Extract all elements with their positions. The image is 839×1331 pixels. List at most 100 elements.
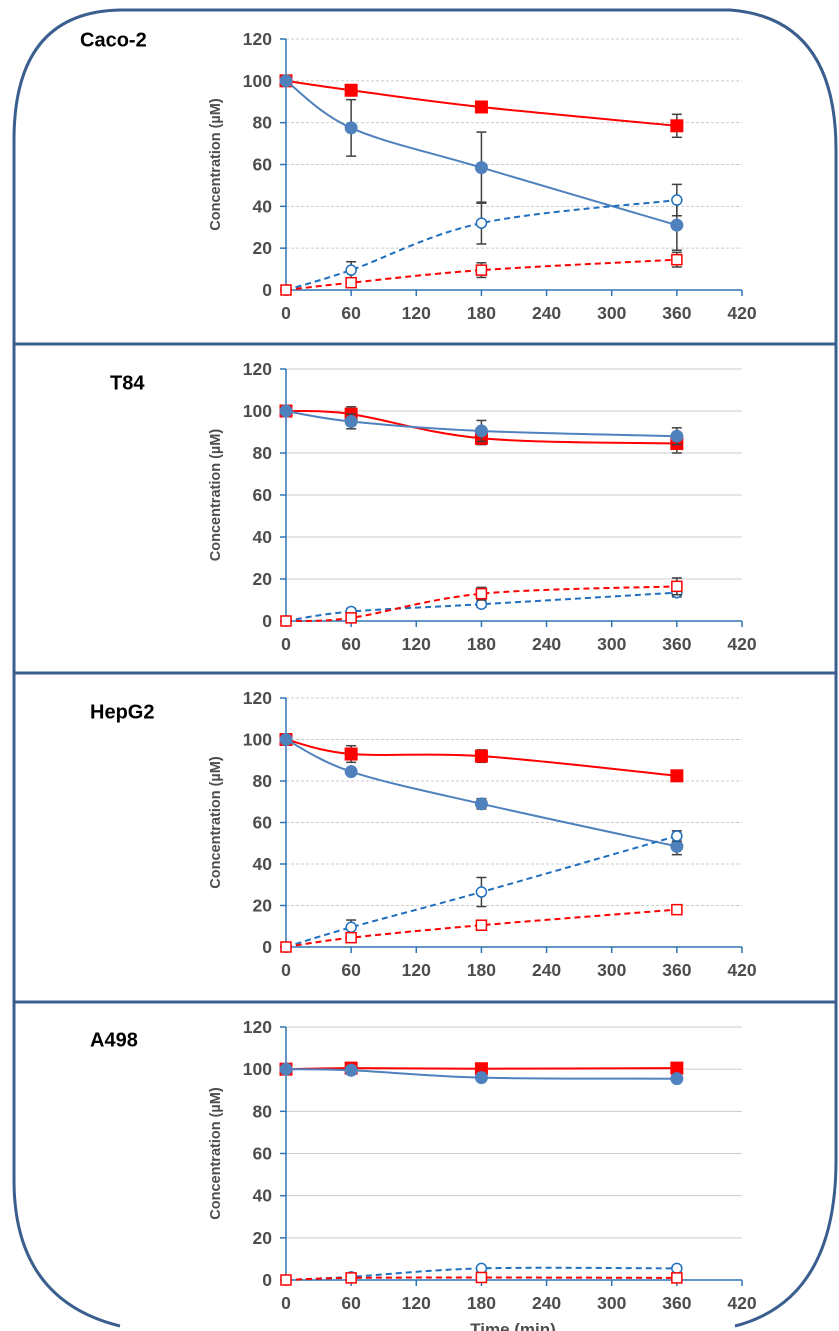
chart-panel-4: 0 20 40 60 80 100 120 0 60 120 180 240 300 360 420 A498…	[90, 1017, 757, 1331]
x-tick-label: 60	[341, 303, 361, 323]
y-tick-label: 20	[253, 896, 273, 916]
x-tick-label: 180	[467, 634, 496, 654]
series-red-dashed-open-square	[280, 577, 683, 627]
y-tick-label: 120	[243, 688, 272, 708]
data-point	[279, 1062, 293, 1076]
data-point	[474, 161, 488, 175]
y-tick-label: 120	[243, 359, 272, 379]
x-tick-label: 240	[532, 303, 561, 323]
data-point	[280, 284, 292, 296]
y-tick-label: 80	[253, 1101, 273, 1121]
y-tick-label: 40	[253, 1186, 273, 1206]
y-tick-label: 0	[262, 1270, 272, 1290]
series-line	[285, 410, 677, 438]
data-point	[344, 765, 358, 779]
x-tick-label: 420	[727, 634, 756, 654]
data-point	[671, 580, 683, 593]
x-tick-label: 0	[281, 1293, 291, 1313]
data-point	[344, 747, 358, 761]
y-tick-label: 20	[253, 238, 273, 258]
y-tick-label: 0	[262, 611, 272, 631]
x-tick-label: 300	[597, 634, 626, 654]
series-line	[285, 79, 677, 127]
panel-frame	[12, 8, 838, 1328]
series-blue-solid-circle	[279, 733, 684, 856]
x-tick-label: 360	[662, 960, 691, 980]
data-point	[345, 921, 357, 934]
data-point	[474, 424, 488, 438]
data-point	[670, 218, 684, 232]
series-line	[285, 1068, 677, 1080]
series-blue-solid-circle	[279, 74, 684, 252]
series-line	[285, 738, 678, 848]
series-line	[285, 1276, 677, 1281]
series-red-solid-square	[279, 74, 684, 139]
x-tick-label: 120	[402, 634, 431, 654]
data-point	[671, 903, 683, 916]
x-tick-label: 300	[597, 303, 626, 323]
x-tick-label: 360	[662, 303, 691, 323]
data-point	[670, 1072, 684, 1086]
data-point	[671, 1262, 683, 1275]
x-tick-label: 420	[727, 1293, 756, 1313]
data-point	[474, 749, 488, 763]
y-tick-label: 60	[253, 155, 273, 175]
y-tick-label: 120	[243, 1017, 272, 1037]
chart-panel-2: 0 20 40 60 80 100 120 0 60 120 180 240 300 360 420 T84 C…	[110, 359, 757, 654]
x-tick-label: 0	[281, 303, 291, 323]
y-tick-label: 100	[243, 401, 272, 421]
y-tick-label: 40	[253, 196, 273, 216]
chart-panel-3: 0 20 40 60 80 100 120 0 60 120 180 240 300 360 420 HepG…	[90, 688, 757, 980]
series-line	[285, 410, 677, 445]
x-axis-label: Time (min)	[470, 1320, 556, 1331]
panel-label: Caco-2	[80, 30, 147, 52]
series-line	[285, 585, 677, 622]
series-red-solid-square	[279, 733, 684, 783]
data-point	[279, 74, 293, 88]
data-point	[344, 415, 358, 428]
data-point	[345, 1272, 357, 1284]
data-point	[670, 119, 684, 133]
data-point	[280, 615, 292, 627]
data-point	[474, 1071, 488, 1085]
y-axis-label: Concentration (µM)	[208, 429, 224, 562]
x-tick-label: 0	[281, 634, 291, 654]
y-tick-label: 80	[253, 443, 273, 463]
data-point	[345, 264, 357, 276]
data-point	[671, 194, 683, 206]
x-tick-label: 420	[727, 303, 756, 323]
x-tick-label: 120	[402, 303, 431, 323]
data-point	[345, 612, 357, 624]
panel-label: A498	[90, 1030, 138, 1052]
y-tick-label: 100	[243, 1059, 272, 1079]
x-tick-label: 0	[281, 960, 291, 980]
x-tick-label: 300	[597, 960, 626, 980]
series-blue-dashed-open-circle	[280, 830, 683, 953]
chart-panel-1: 0 20 40 60 80 100 120 0 60 120 180 240 300 360 420 Caco…	[80, 29, 757, 323]
y-tick-label: 40	[253, 527, 273, 547]
x-tick-label: 240	[532, 634, 561, 654]
data-point	[475, 587, 488, 600]
y-tick-label: 60	[253, 1144, 273, 1164]
series-red-dashed-open-square	[280, 1271, 683, 1286]
data-point	[670, 429, 684, 443]
data-point	[475, 217, 488, 229]
y-tick-label: 0	[262, 937, 272, 957]
x-tick-label: 180	[467, 1293, 496, 1313]
y-tick-label: 80	[253, 771, 273, 791]
y-tick-label: 120	[243, 29, 272, 49]
x-tick-label: 120	[402, 1293, 431, 1313]
data-point	[280, 941, 292, 953]
x-tick-label: 60	[341, 634, 361, 654]
y-axis-label: Concentration (µM)	[208, 756, 224, 889]
series-blue-solid-circle	[279, 404, 684, 446]
y-tick-label: 80	[253, 113, 273, 133]
data-point	[670, 769, 684, 783]
x-tick-label: 120	[402, 960, 431, 980]
y-tick-label: 100	[243, 730, 272, 750]
series-red-dashed-open-square	[280, 251, 683, 296]
data-point	[475, 264, 488, 276]
y-tick-label: 20	[253, 569, 273, 589]
data-point	[344, 83, 358, 97]
data-point	[279, 404, 293, 418]
